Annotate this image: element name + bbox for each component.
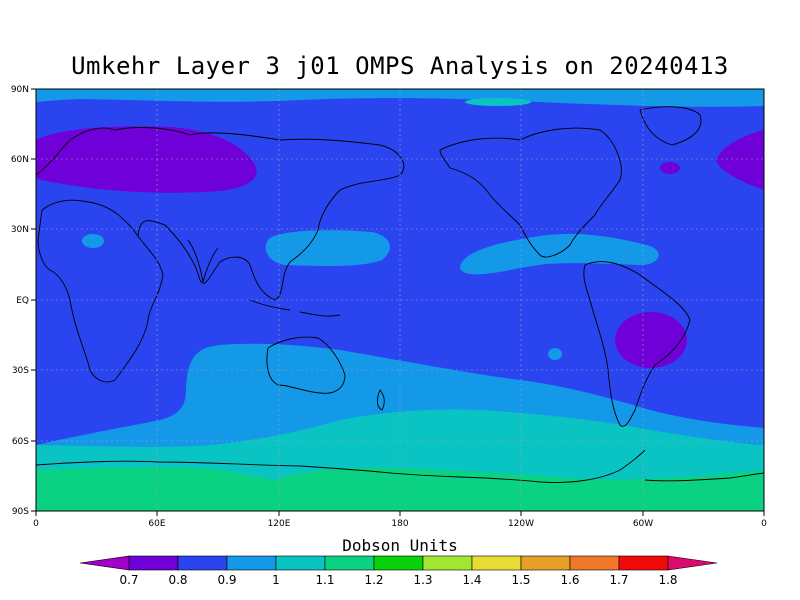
field-purple-spot <box>660 162 680 174</box>
colorbar-label: 1 <box>272 573 280 587</box>
x-axis-labels: 0 60E 120E 180 120W 60W 0 <box>33 519 767 529</box>
field-purple-atlantic <box>716 130 764 190</box>
colorbar-label: 1.2 <box>364 573 383 587</box>
coast-nz <box>376 389 385 411</box>
colorbar-label: 0.8 <box>168 573 187 587</box>
x-label-60w: 60W <box>633 519 653 529</box>
y-label-90s: 90S <box>12 507 29 517</box>
field-lb-wpacific <box>265 230 390 266</box>
colorbar-segment <box>422 555 473 571</box>
x-label-0-left: 0 <box>33 519 39 529</box>
x-label-0-right: 0 <box>761 519 767 529</box>
colorbar-segment <box>618 555 669 571</box>
colorbar-label: 1.1 <box>315 573 334 587</box>
field-arctic-cyan <box>465 98 531 106</box>
colorbar-arrow-low <box>79 555 130 571</box>
field-lb-spot <box>548 348 562 360</box>
y-label-30s: 30S <box>12 366 29 376</box>
colorbar-arrow-high <box>667 555 718 571</box>
coast-africa <box>37 199 164 383</box>
colorbar-segment <box>177 555 228 571</box>
coast-greenland <box>639 106 702 146</box>
colorbar-label: 1.4 <box>462 573 481 587</box>
colorbar-segment <box>373 555 424 571</box>
colorbar-label: 1.5 <box>511 573 530 587</box>
coast-antarctica <box>36 449 764 483</box>
x-label-180: 180 <box>391 519 408 529</box>
coast-samerica <box>583 261 691 427</box>
colorbar-segment <box>128 555 179 571</box>
x-label-120e: 120E <box>268 519 291 529</box>
coast-namerica <box>439 127 622 258</box>
coast-india <box>187 239 219 283</box>
ticks <box>31 88 765 516</box>
x-label-60e: 60E <box>148 519 165 529</box>
colorbar: 0.7 0.8 0.9 1 1.1 1.2 1.3 1.4 1.5 1.6 1.7 1.8 <box>79 555 718 587</box>
coastlines <box>36 106 764 483</box>
colorbar-label: 1.7 <box>609 573 628 587</box>
colorbar-title: Dobson Units <box>342 536 458 555</box>
y-label-90n: 90N <box>11 85 29 95</box>
colorbar-label: 1.8 <box>658 573 677 587</box>
field-purple-eurasia <box>36 126 257 193</box>
colorbar-label: 0.7 <box>119 573 138 587</box>
field-arctic-lightblue <box>36 89 764 107</box>
coast-australia <box>266 336 346 394</box>
colorbar-label: 0.9 <box>217 573 236 587</box>
colorbar-segment <box>471 555 522 571</box>
y-label-60n: 60N <box>11 155 29 165</box>
grid <box>36 89 764 511</box>
colorbar-label: 1.3 <box>413 573 432 587</box>
y-axis-labels: 90N 60N 30N EQ 30S 60S 90S <box>11 85 29 517</box>
colorbar-segment <box>569 555 620 571</box>
colorbar-segment <box>520 555 571 571</box>
map-title: Umkehr Layer 3 j01 OMPS Analysis on 2024… <box>71 52 729 80</box>
coast-indonesia <box>249 299 341 317</box>
colorbar-segment <box>275 555 326 571</box>
colorbar-segment <box>324 555 375 571</box>
field-lb-africa <box>82 234 104 248</box>
x-label-120w: 120W <box>508 519 534 529</box>
y-label-eq: EQ <box>16 296 29 306</box>
colorbar-segment <box>226 555 277 571</box>
y-label-60s: 60S <box>12 437 29 447</box>
field-purple-samerica <box>615 312 687 368</box>
colorbar-label: 1.6 <box>560 573 579 587</box>
coast-eurasia <box>36 127 405 301</box>
y-label-30n: 30N <box>11 225 29 235</box>
field-lb-epacific <box>460 233 659 275</box>
